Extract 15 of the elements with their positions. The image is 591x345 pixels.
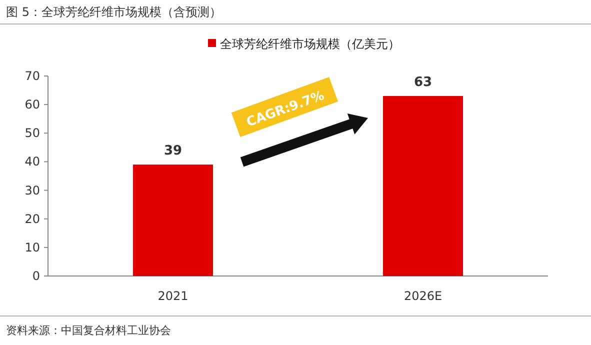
y-tick-label: 70 <box>24 69 40 83</box>
y-tick-label: 60 <box>24 98 40 112</box>
text: 资料来源：中国复合材料工业协会 <box>6 324 171 337</box>
y-tick-label: 40 <box>24 154 40 169</box>
chart-title: 图 5：全球芳纶纤维市场规模（含预测） <box>6 5 222 19</box>
data-label: 39 <box>164 144 182 159</box>
y-tick-label: 10 <box>24 240 40 254</box>
x-tick-label: 2026E <box>404 289 442 303</box>
legend-label: 全球芳纶纤维市场规模（亿美元） <box>220 37 400 51</box>
y-tick-label: 20 <box>24 212 40 226</box>
y-tick-label: 30 <box>24 183 40 198</box>
y-tick-label: 50 <box>24 126 40 140</box>
data-label: 63 <box>414 75 432 90</box>
x-tick-label: 2021 <box>158 289 188 303</box>
y-tick-label: 0 <box>32 269 40 283</box>
